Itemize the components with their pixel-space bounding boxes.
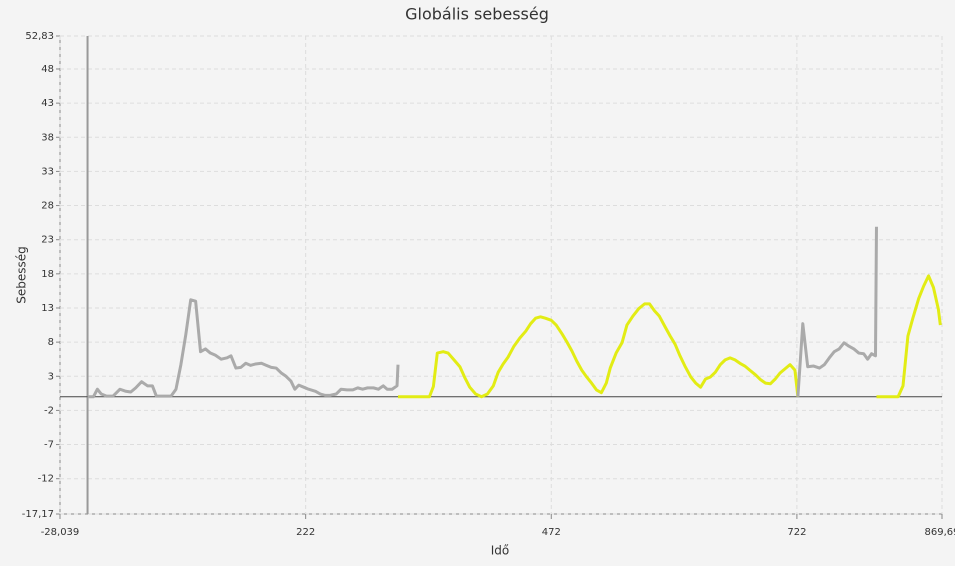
x-axis-title: Idő bbox=[491, 544, 510, 558]
plot-area bbox=[60, 36, 942, 514]
chart-title: Globális sebesség bbox=[405, 5, 549, 24]
x-tick-label: 222 bbox=[296, 527, 315, 538]
y-tick-label: 23 bbox=[41, 235, 54, 246]
series-line bbox=[796, 226, 878, 397]
x-tick-label: -28,039 bbox=[41, 527, 80, 538]
y-tick-label: 13 bbox=[41, 303, 54, 314]
y-tick-label: 52,83 bbox=[25, 31, 54, 42]
y-tick-label: 33 bbox=[41, 166, 54, 177]
x-tick-label: 869,69 bbox=[925, 527, 955, 538]
y-axis-title: Sebesség bbox=[15, 246, 29, 304]
y-tick-label: 48 bbox=[41, 64, 54, 75]
series-line bbox=[876, 274, 942, 399]
y-tick-label: -7 bbox=[44, 440, 54, 451]
x-tick-label: 472 bbox=[542, 527, 561, 538]
y-tick-label: 28 bbox=[41, 201, 54, 212]
y-tick-label: 18 bbox=[41, 269, 54, 280]
y-tick-label: 3 bbox=[48, 371, 54, 382]
y-tick-label: -17,17 bbox=[22, 509, 54, 520]
y-tick-label: -2 bbox=[44, 405, 54, 416]
y-tick-label: 38 bbox=[41, 132, 54, 143]
series-line bbox=[87, 298, 400, 399]
x-tick-label: 722 bbox=[787, 527, 806, 538]
y-tick-label: 43 bbox=[41, 98, 54, 109]
y-tick-label: -12 bbox=[38, 474, 54, 485]
y-tick-label: 8 bbox=[48, 337, 54, 348]
series-line bbox=[398, 302, 800, 399]
